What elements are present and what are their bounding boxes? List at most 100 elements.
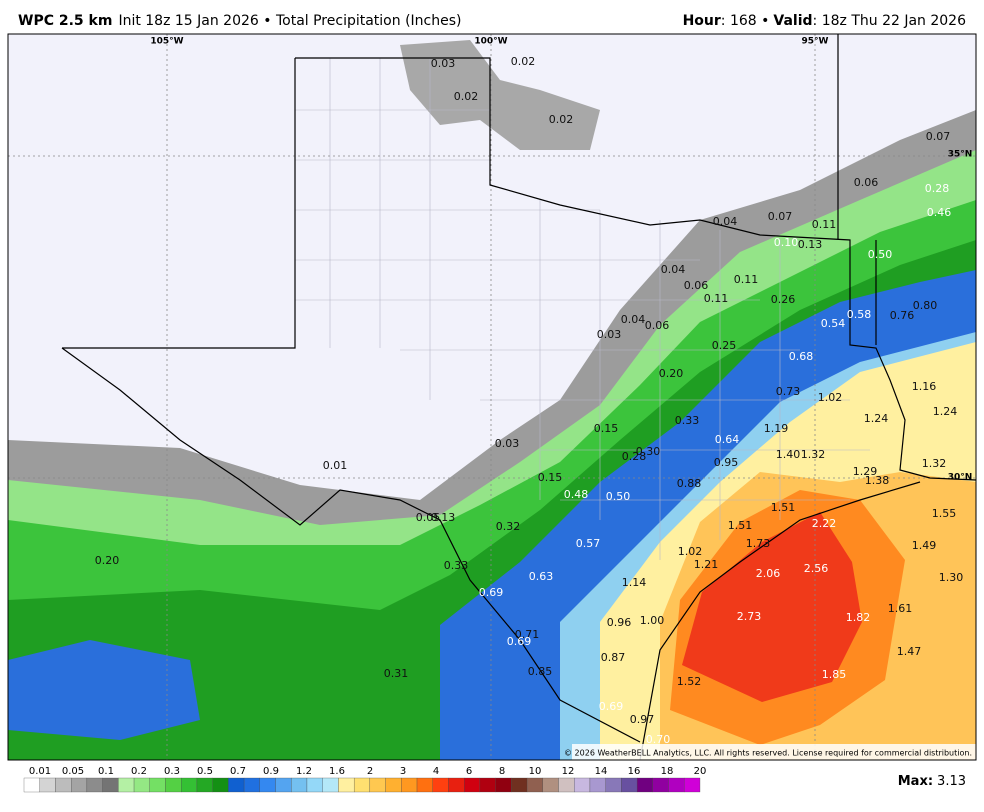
point-value: 1.29 [853,465,878,478]
lat-label: 30°N [948,473,973,483]
legend-swatch [196,777,213,793]
legend-swatch [275,777,292,793]
legend-label: 18 [661,766,674,777]
legend-swatch [652,777,669,793]
point-value: 0.76 [890,309,915,322]
point-value: 0.32 [496,520,521,533]
point-value: 0.02 [511,55,536,68]
copyright-box [572,744,976,760]
point-value: 0.46 [927,206,952,219]
point-value: 0.13 [798,238,823,251]
point-value: 1.51 [728,519,753,532]
point-value: 2.56 [804,562,829,575]
legend-swatch [589,777,606,793]
point-value: 0.73 [776,385,801,398]
point-value: 0.04 [661,263,686,276]
point-value: 0.03 [597,328,622,341]
max-label: Max: [898,774,933,789]
point-value: 0.31 [384,667,409,680]
point-value: 1.51 [771,501,796,514]
point-value: 0.07 [926,130,951,143]
point-value: 0.13 [431,511,456,524]
point-value: 1.24 [864,412,889,425]
legend-swatch [259,777,276,793]
point-value: 1.49 [912,539,937,552]
legend-swatch [243,777,260,793]
point-value: 0.97 [630,713,655,726]
legend-label: 20 [694,766,707,777]
legend-swatch [495,777,512,793]
legend-swatch [23,777,40,793]
lon-label: 105°W [150,37,183,47]
point-value: 0.54 [821,317,846,330]
legend-swatch [39,777,56,793]
point-value: 0.96 [607,616,632,629]
legend-label: 10 [529,766,542,777]
legend-swatch [55,777,72,793]
point-value: 0.87 [601,651,626,664]
hour-label: Hour [683,13,721,29]
point-value: 0.85 [528,665,553,678]
model-name: WPC 2.5 km [18,13,112,29]
point-value: 0.50 [606,490,631,503]
point-value: 0.03 [431,57,456,70]
point-value: 0.33 [675,414,700,427]
legend-swatch [212,777,229,793]
point-value: 1.30 [939,571,964,584]
point-value: 0.07 [768,210,793,223]
legend-swatch [479,777,496,793]
header-left: WPC 2.5 km Init 18z 15 Jan 2026 • Total P… [18,13,461,29]
legend-label: 0.01 [29,766,51,777]
legend-label: 1.6 [329,766,345,777]
point-value: 0.10 [774,236,799,249]
legend-swatch [526,777,543,793]
legend-swatch [165,777,182,793]
legend-swatch [353,777,371,793]
legend-swatch [86,777,103,793]
point-value: 0.26 [771,293,796,306]
precip-blue-west [8,640,200,740]
point-value: 2.73 [737,610,762,623]
point-value: 0.64 [715,433,740,446]
point-value: 0.33 [444,559,469,572]
legend-swatch [385,777,402,793]
lat-label: 35°N [948,150,973,160]
point-value: 0.50 [868,248,893,261]
point-value: 1.40 [776,448,801,461]
legend-swatch [149,777,166,793]
point-value: 0.11 [734,273,759,286]
point-value: 1.32 [801,448,826,461]
point-value: 2.06 [756,567,781,580]
legend-swatch [133,777,150,793]
point-value: 1.19 [764,422,789,435]
point-value: 0.02 [549,113,574,126]
lon-label: 95°W [802,37,829,47]
legend-swatch [291,777,308,793]
point-value: 0.48 [564,488,589,501]
legend-swatch [401,777,418,793]
legend-swatch [102,777,119,793]
state-borders [61,34,976,760]
point-value: 0.58 [847,308,872,321]
point-value: 0.01 [323,459,348,472]
legend-swatch [636,777,653,793]
legend-swatch [118,777,135,793]
point-value: 1.47 [897,645,922,658]
point-value: 1.32 [922,457,947,470]
point-value: 0.68 [789,350,814,363]
legend-label: 0.1 [98,766,114,777]
legend-swatch [605,777,622,793]
legend-label: 6 [466,766,472,777]
legend-label: 3 [400,766,406,777]
legend-swatch [464,777,481,793]
point-value: 1.00 [640,614,665,627]
point-values: 0.03 0.02 0.02 0.02 0.07 0.06 0.28 0.46 0.04 0.07… [95,55,964,746]
legend-swatch [668,777,685,793]
legend-label: 1.2 [296,766,312,777]
legend-label: 8 [499,766,505,777]
valid-value: : 18z Thu 22 Jan 2026 [813,13,967,29]
point-value: 0.15 [594,422,619,435]
precip-red [682,512,862,702]
map: 0.03 0.02 0.02 0.02 0.07 0.06 0.28 0.46 0.04 0.07… [8,34,976,760]
